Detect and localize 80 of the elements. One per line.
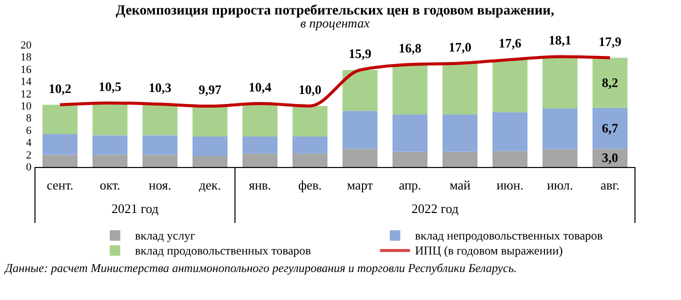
y-tick-label: 16 — [20, 64, 32, 76]
x-tick-label: март — [347, 178, 374, 192]
legend-label: вклад услуг — [135, 228, 196, 242]
bar — [492, 112, 528, 152]
y-tick-label: 14 — [20, 76, 32, 88]
y-tick-label: 0 — [26, 162, 32, 174]
data-label: 10,0 — [298, 82, 322, 97]
bar — [392, 114, 428, 152]
x-tick-label: янв. — [248, 178, 272, 192]
bar — [592, 108, 628, 149]
bar — [592, 58, 628, 108]
text: 2022 год — [412, 201, 459, 216]
bar — [442, 114, 478, 152]
bar — [242, 104, 278, 136]
x-tick-label: апр. — [398, 178, 422, 192]
bar — [292, 106, 328, 136]
bar — [192, 106, 228, 136]
bar — [242, 136, 278, 154]
y-tick-label: 2 — [26, 149, 32, 162]
data-label: 17,6 — [498, 36, 522, 51]
legend-label: ИПЦ (в годовом выражении) — [415, 244, 563, 258]
y-tick-label: 20 — [20, 40, 32, 52]
bar — [242, 154, 278, 167]
bar — [392, 152, 428, 167]
bar — [492, 151, 528, 167]
data-label: 10,5 — [98, 78, 122, 94]
x-tick-label: фев. — [298, 178, 322, 192]
y-tick-label: 10 — [20, 100, 32, 112]
x-tick-label: авг. — [600, 178, 620, 192]
bar — [542, 56, 578, 108]
data-label: 15,9 — [348, 46, 372, 62]
data-label: 10,4 — [248, 80, 272, 95]
bar — [42, 154, 78, 167]
bar — [142, 154, 178, 167]
data-label: 9,97 — [198, 82, 222, 98]
bar — [142, 104, 178, 136]
text: Данные: расчет Министерства антимонопольного регулирования и торговли Республики Беларусь. — [4, 261, 517, 275]
y-tick-label: 4 — [26, 137, 32, 150]
data-label: 3,0 — [602, 150, 618, 165]
bar — [92, 154, 128, 167]
bar — [342, 148, 378, 167]
bar — [42, 104, 78, 134]
data-label: 10,2 — [48, 80, 72, 96]
x-tick-label: окт. — [100, 178, 120, 192]
data-label: 10,3 — [148, 80, 172, 96]
data-label: 17,9 — [598, 34, 622, 49]
y-tick-label: 18 — [20, 52, 32, 64]
data-label: 16,8 — [398, 40, 422, 56]
x-tick-label: дек. — [199, 178, 221, 192]
x-tick-label: июн. — [496, 178, 524, 192]
x-tick-label: июл. — [546, 178, 574, 192]
bar — [542, 149, 578, 167]
data-label: 17,0 — [448, 39, 472, 54]
bar — [342, 70, 378, 111]
bar — [442, 152, 478, 167]
data-label: 6,7 — [602, 120, 619, 136]
bar — [392, 64, 428, 115]
y-tick-label: 6 — [26, 124, 32, 137]
x-tick-label: май — [450, 178, 470, 192]
x-tick-label: сент. — [46, 178, 74, 192]
data-label: 18,1 — [548, 32, 572, 48]
bar — [542, 108, 578, 150]
bar — [192, 156, 228, 167]
bar — [292, 154, 328, 167]
legend-label: вклад непродовольственных товаров — [415, 228, 604, 242]
bar — [92, 102, 128, 136]
text: 2021 год — [112, 201, 159, 216]
bar — [442, 63, 478, 115]
bar — [492, 60, 528, 112]
bar — [42, 134, 78, 155]
bar — [142, 135, 178, 155]
bar — [92, 135, 128, 155]
y-tick-label: 8 — [26, 112, 32, 125]
legend-label: вклад продовольственных товаров — [135, 244, 312, 258]
bar — [292, 136, 328, 154]
bar — [192, 136, 228, 156]
x-tick-label: ноя. — [148, 178, 172, 192]
y-tick-label: 12 — [20, 88, 32, 100]
data-label: 8,2 — [602, 74, 618, 90]
bar — [342, 110, 378, 149]
